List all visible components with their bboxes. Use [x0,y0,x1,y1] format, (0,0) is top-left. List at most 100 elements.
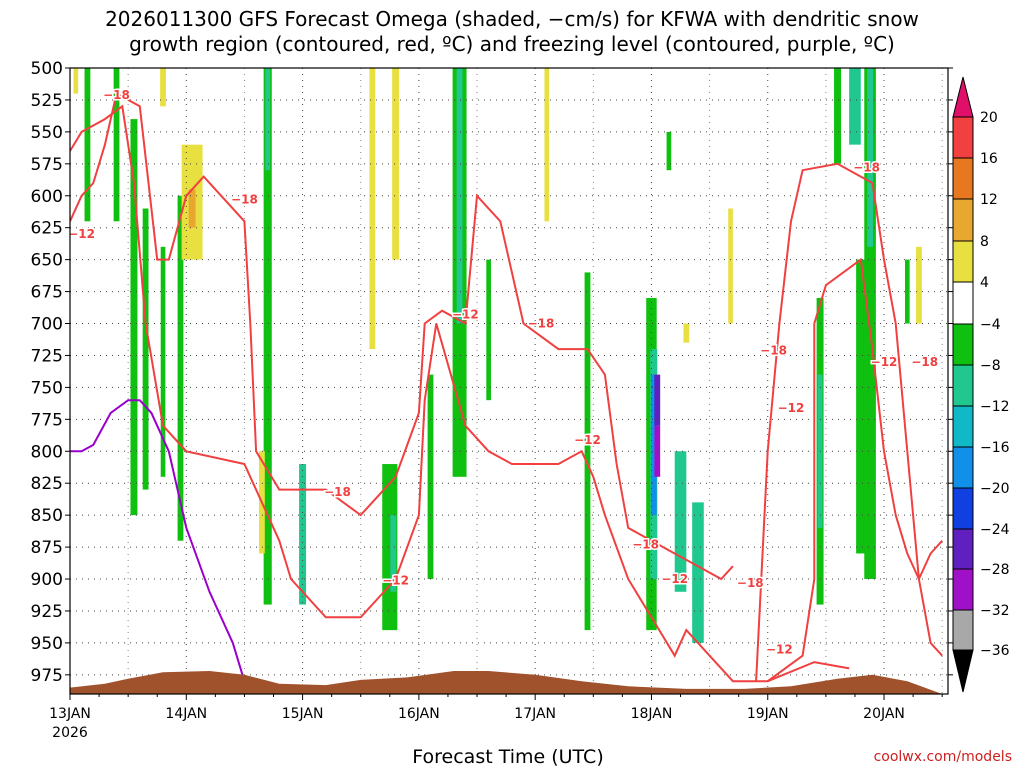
y-tick-label: 925 [31,602,63,622]
colorbar-label: 16 [980,151,998,167]
x-tick-sublabel: 2026 [52,725,88,741]
colorbar-segment [952,528,974,570]
y-tick-label: 525 [31,91,63,111]
omega-shade-area [544,68,550,222]
x-axis-label: Forecast Time (UTC) [412,746,603,768]
colorbar-label: −36 [980,643,1010,659]
y-tick-label: 875 [31,538,63,558]
omega-shade-area [263,68,272,605]
y-tick-label: 975 [31,666,63,686]
omega-shade-area [904,259,910,324]
contour-label: −18 [103,88,130,102]
colorbar-label: −12 [980,399,1010,415]
colorbar-segment [952,323,974,366]
omega-shade-area [177,195,184,541]
dgz-contour-line [767,257,943,683]
y-tick-label: 950 [31,634,63,654]
omega-shade-area [849,68,861,145]
chart-title-line-1: 2026011300 GFS Forecast Omega (shaded, −… [105,7,919,31]
omega-shade-area [456,68,463,324]
omega-shade-area [265,68,271,171]
contour-label: −18 [528,317,555,331]
omega-shade-area [654,425,661,477]
y-tick-label: 725 [31,346,63,366]
contour-label: −18 [853,161,880,175]
omega-shade-area [84,68,91,222]
colorbar-label: −20 [980,481,1010,497]
y-tick-label: 750 [31,378,63,398]
colorbar-label: −28 [980,562,1010,578]
omega-shade-area [188,189,196,228]
colorbar-segment [952,364,974,407]
colorbar-label: −4 [980,317,1001,333]
omega-shade-area [650,374,657,516]
colorbar-label: −16 [980,440,1010,456]
contour-label: −18 [632,538,659,552]
colorbar-label: 4 [980,275,989,291]
omega-shade-area [692,502,704,643]
y-tick-label: 675 [31,283,63,303]
contour-label: −12 [871,355,898,369]
colorbar-segment [952,405,974,448]
colorbar-segment [952,487,974,530]
contour-label: −18 [231,193,258,207]
y-tick-label: 775 [31,410,63,430]
credit-text: coolwx.com/models [874,749,1012,765]
y-tick-label: 850 [31,506,63,526]
omega-shade-area [299,464,307,605]
colorbar: 20 16 12 8 4 −4 −8 −12 −16 −20 −24 −28 −32 −36 [952,76,1010,693]
y-tick-label: 625 [31,219,63,239]
colorbar-segment [952,116,974,159]
plot-area: −18−12−18−18−12−12−18−12−18−12 −18−18−12−… [31,59,953,741]
x-tick-label: 19JAN [747,706,789,722]
omega-shade-area [113,68,120,222]
freezing-level-contour [70,399,246,682]
colorbar-label: −32 [980,603,1010,619]
omega-shade-area [856,259,866,554]
colorbar-segment [952,281,974,325]
y-tick-label: 575 [31,155,63,175]
omega-shade-area [142,208,149,490]
dgz-contour-line [755,162,943,682]
contour-label: −12 [452,308,479,322]
omega-shade-area [369,68,376,350]
dgz-contour-line [70,92,734,581]
omega-shade-area [728,208,733,324]
y-tick-label: 700 [31,315,63,335]
omega-shade-area [390,515,397,592]
omega-shade-area [834,68,842,164]
colorbar-top-arrow [952,76,974,118]
colorbar-segment [952,568,974,611]
colorbar-segment [952,446,974,489]
x-tick-label: 14JAN [165,706,207,722]
colorbar-bottom-arrow [952,649,974,693]
omega-shade-area [392,68,400,260]
contour-label: −18 [324,485,351,499]
contour-label: −18 [911,355,938,369]
terrain-fill [70,671,948,694]
plot-frame [69,67,949,695]
omega-shade-area [130,119,138,516]
contour-label: −18 [737,576,764,590]
omega-shade-area [683,323,690,343]
omega-shade-area [160,246,166,477]
y-tick-label: 825 [31,474,63,494]
colorbar-label: −24 [980,522,1010,538]
contour-label: −12 [574,433,601,447]
x-tick-label: 16JAN [398,706,440,722]
omega-shade-area [674,451,687,592]
x-tick-label: 20JAN [863,706,905,722]
omega-shade-area [73,68,79,94]
omega-shade-area [160,68,166,107]
omega-shade-area [654,374,661,426]
colorbar-label: −8 [980,358,1001,374]
y-tick-label: 550 [31,123,63,143]
chart-title-line-2: growth region (contoured, red, ºC) and f… [129,32,895,56]
x-tick-label: 17JAN [514,706,556,722]
dgz-contour-line [70,104,850,683]
colorbar-segment [952,240,974,283]
colorbar-label: 12 [980,192,998,208]
colorbar-segment [952,157,974,200]
x-tick-label: 15JAN [282,706,324,722]
